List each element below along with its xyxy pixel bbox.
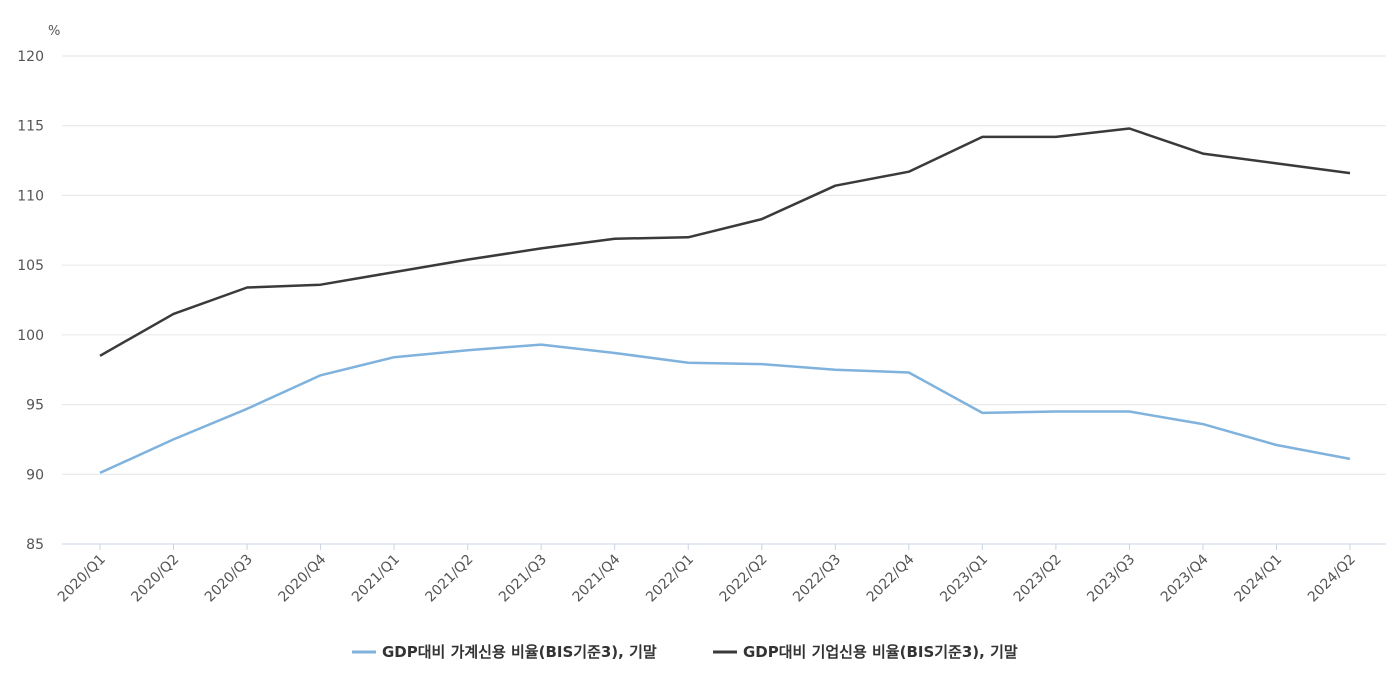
data-point-household[interactable] (612, 350, 617, 355)
y-axis-ticks: 85 90 95 100 105 110 115 120 (17, 49, 44, 553)
data-point-corporate[interactable] (539, 246, 544, 251)
data-point-household[interactable] (759, 362, 764, 367)
series-lines (98, 126, 1353, 475)
data-point-corporate[interactable] (392, 270, 397, 275)
legend-item-household[interactable]: GDP대비 가계신용 비율(BIS기준3), 기말 (352, 643, 657, 661)
x-tick-label: 2021/Q3 (496, 552, 550, 606)
data-point-household[interactable] (465, 348, 470, 353)
data-point-household[interactable] (1348, 456, 1353, 461)
series-line-household[interactable] (99, 343, 1351, 475)
data-point-corporate[interactable] (906, 169, 911, 174)
data-point-household[interactable] (392, 355, 397, 360)
y-tick-label: 120 (17, 49, 44, 65)
data-point-corporate[interactable] (98, 353, 103, 358)
data-point-household[interactable] (833, 367, 838, 372)
x-tick-label: 2021/Q1 (349, 552, 403, 606)
data-point-household[interactable] (1127, 409, 1132, 414)
x-tick-label: 2023/Q3 (1084, 552, 1138, 606)
data-point-household[interactable] (245, 406, 250, 411)
data-point-corporate[interactable] (686, 235, 691, 240)
y-axis-unit-label: % (48, 24, 60, 39)
data-point-household[interactable] (318, 373, 323, 378)
data-point-household[interactable] (1053, 409, 1058, 414)
data-point-corporate[interactable] (1274, 161, 1279, 166)
data-point-corporate[interactable] (1053, 134, 1058, 139)
data-point-corporate[interactable] (465, 257, 470, 262)
x-tick-label: 2020/Q3 (202, 552, 256, 606)
y-tick-label: 85 (26, 537, 44, 553)
data-point-household[interactable] (1274, 443, 1279, 448)
x-tick-label: 2021/Q4 (570, 551, 624, 605)
data-point-household[interactable] (171, 437, 176, 442)
data-point-corporate[interactable] (612, 236, 617, 241)
x-tick-label: 2023/Q1 (937, 552, 991, 606)
data-point-corporate[interactable] (1200, 151, 1205, 156)
x-tick-label: 2023/Q2 (1011, 552, 1065, 606)
data-point-corporate[interactable] (245, 285, 250, 290)
data-point-household[interactable] (539, 342, 544, 347)
data-point-corporate[interactable] (759, 217, 764, 222)
data-point-household[interactable] (980, 410, 985, 415)
data-point-household[interactable] (686, 360, 691, 365)
data-point-corporate[interactable] (171, 311, 176, 316)
x-tick-label: 2022/Q1 (643, 552, 697, 606)
x-tick-label: 2020/Q2 (128, 552, 182, 606)
x-tick-label: 2020/Q1 (55, 552, 109, 606)
y-tick-label: 105 (17, 258, 44, 274)
y-tick-label: 100 (17, 328, 44, 344)
legend-item-corporate[interactable]: GDP대비 기업신용 비율(BIS기준3), 기말 (713, 643, 1018, 661)
data-point-corporate[interactable] (980, 134, 985, 139)
x-tick-label: 2022/Q3 (790, 552, 844, 606)
x-tick-label: 2022/Q4 (864, 551, 918, 605)
legend[interactable]: GDP대비 가계신용 비율(BIS기준3), 기말 GDP대비 기업신용 비율(… (352, 643, 1018, 661)
gridlines (62, 55, 1386, 545)
data-point-corporate[interactable] (1127, 126, 1132, 131)
x-tick-label: 2022/Q2 (717, 552, 771, 606)
x-tick-label: 2024/Q2 (1305, 552, 1359, 606)
legend-label-corporate: GDP대비 기업신용 비율(BIS기준3), 기말 (743, 643, 1018, 661)
x-tick-label: 2020/Q4 (275, 551, 329, 605)
x-tick-label: 2021/Q2 (423, 552, 477, 606)
data-point-corporate[interactable] (318, 282, 323, 287)
data-point-household[interactable] (906, 370, 911, 375)
data-point-corporate[interactable] (833, 183, 838, 188)
y-tick-label: 110 (17, 188, 44, 204)
y-tick-label: 95 (26, 398, 44, 414)
legend-label-household: GDP대비 가계신용 비율(BIS기준3), 기말 (382, 643, 657, 661)
data-point-household[interactable] (1200, 422, 1205, 427)
x-axis-ticks: 2020/Q1 2020/Q2 2020/Q3 2020/Q4 2021/Q1 2021/… (55, 544, 1359, 605)
x-tick-label: 2023/Q4 (1158, 551, 1212, 605)
y-tick-label: 115 (17, 119, 44, 135)
series-line-corporate[interactable] (99, 127, 1351, 357)
x-tick-label: 2024/Q1 (1231, 552, 1285, 606)
y-tick-label: 90 (26, 467, 44, 483)
data-point-household[interactable] (98, 470, 103, 475)
data-point-corporate[interactable] (1348, 171, 1353, 176)
